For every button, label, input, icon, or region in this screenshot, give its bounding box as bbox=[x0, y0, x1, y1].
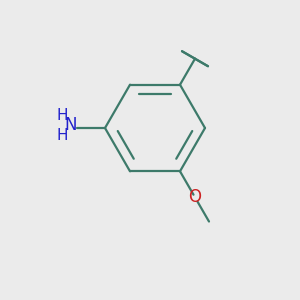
Text: O: O bbox=[188, 188, 202, 206]
Text: N: N bbox=[65, 116, 77, 134]
Text: H: H bbox=[56, 128, 68, 142]
Text: H: H bbox=[56, 107, 68, 122]
